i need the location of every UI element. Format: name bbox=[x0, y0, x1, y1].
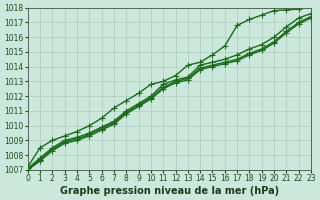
X-axis label: Graphe pression niveau de la mer (hPa): Graphe pression niveau de la mer (hPa) bbox=[60, 186, 279, 196]
